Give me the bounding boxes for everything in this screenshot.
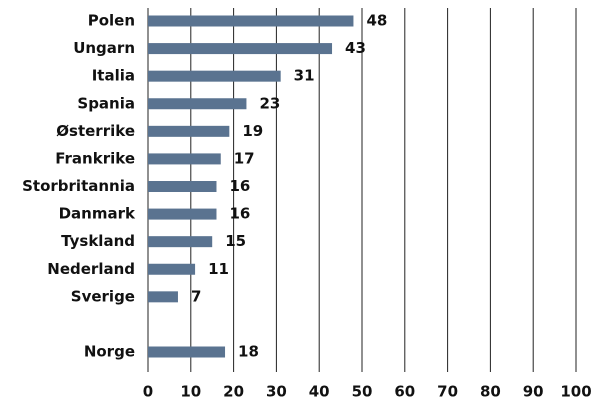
- y-tick-label: Sverige: [71, 287, 135, 305]
- x-tick-label: 0: [143, 383, 153, 401]
- data-label: 48: [366, 12, 387, 30]
- x-tick-label: 20: [223, 383, 244, 401]
- bar: [148, 291, 178, 303]
- bar: [148, 43, 333, 55]
- bar: [148, 98, 247, 110]
- y-tick-label: Frankrike: [55, 149, 135, 167]
- bar: [148, 15, 354, 27]
- bar: [148, 236, 213, 248]
- data-label: 15: [225, 232, 246, 250]
- bar: [148, 346, 226, 358]
- y-tick-label: Italia: [92, 67, 135, 85]
- data-label: 19: [242, 122, 263, 140]
- x-tick-label: 80: [480, 383, 501, 401]
- bar: [148, 208, 217, 220]
- data-label: 11: [208, 260, 229, 278]
- x-tick-label: 90: [523, 383, 544, 401]
- y-tick-label: Storbritannia: [22, 177, 135, 195]
- y-tick-label: Danmark: [59, 205, 136, 223]
- x-tick-label: 10: [180, 383, 201, 401]
- data-label: 18: [238, 343, 259, 361]
- y-tick-label: Polen: [88, 12, 135, 30]
- bar: [148, 263, 196, 275]
- x-tick-label: 30: [266, 383, 287, 401]
- bar: [148, 153, 221, 165]
- bar: [148, 181, 217, 192]
- data-label: 17: [234, 149, 255, 167]
- y-tick-label: Spania: [77, 94, 135, 112]
- y-tick-label: Nederland: [47, 260, 135, 278]
- x-tick-label: 70: [437, 383, 458, 401]
- data-label: 31: [294, 67, 315, 85]
- y-tick-label: Ungarn: [73, 39, 135, 57]
- data-label: 23: [259, 94, 280, 112]
- x-tick-label: 40: [309, 383, 330, 401]
- y-tick-label: Tyskland: [61, 232, 135, 250]
- y-tick-label: Norge: [84, 343, 135, 361]
- bar: [148, 70, 281, 82]
- y-tick-label: Østerrike: [56, 122, 135, 140]
- bar: [148, 125, 230, 137]
- data-label: 16: [229, 205, 250, 223]
- x-tick-label: 100: [560, 383, 591, 401]
- x-tick-label: 50: [352, 383, 373, 401]
- data-label: 43: [345, 39, 366, 57]
- data-label: 7: [191, 287, 201, 305]
- x-tick-label: 60: [394, 383, 415, 401]
- data-label: 16: [229, 177, 250, 195]
